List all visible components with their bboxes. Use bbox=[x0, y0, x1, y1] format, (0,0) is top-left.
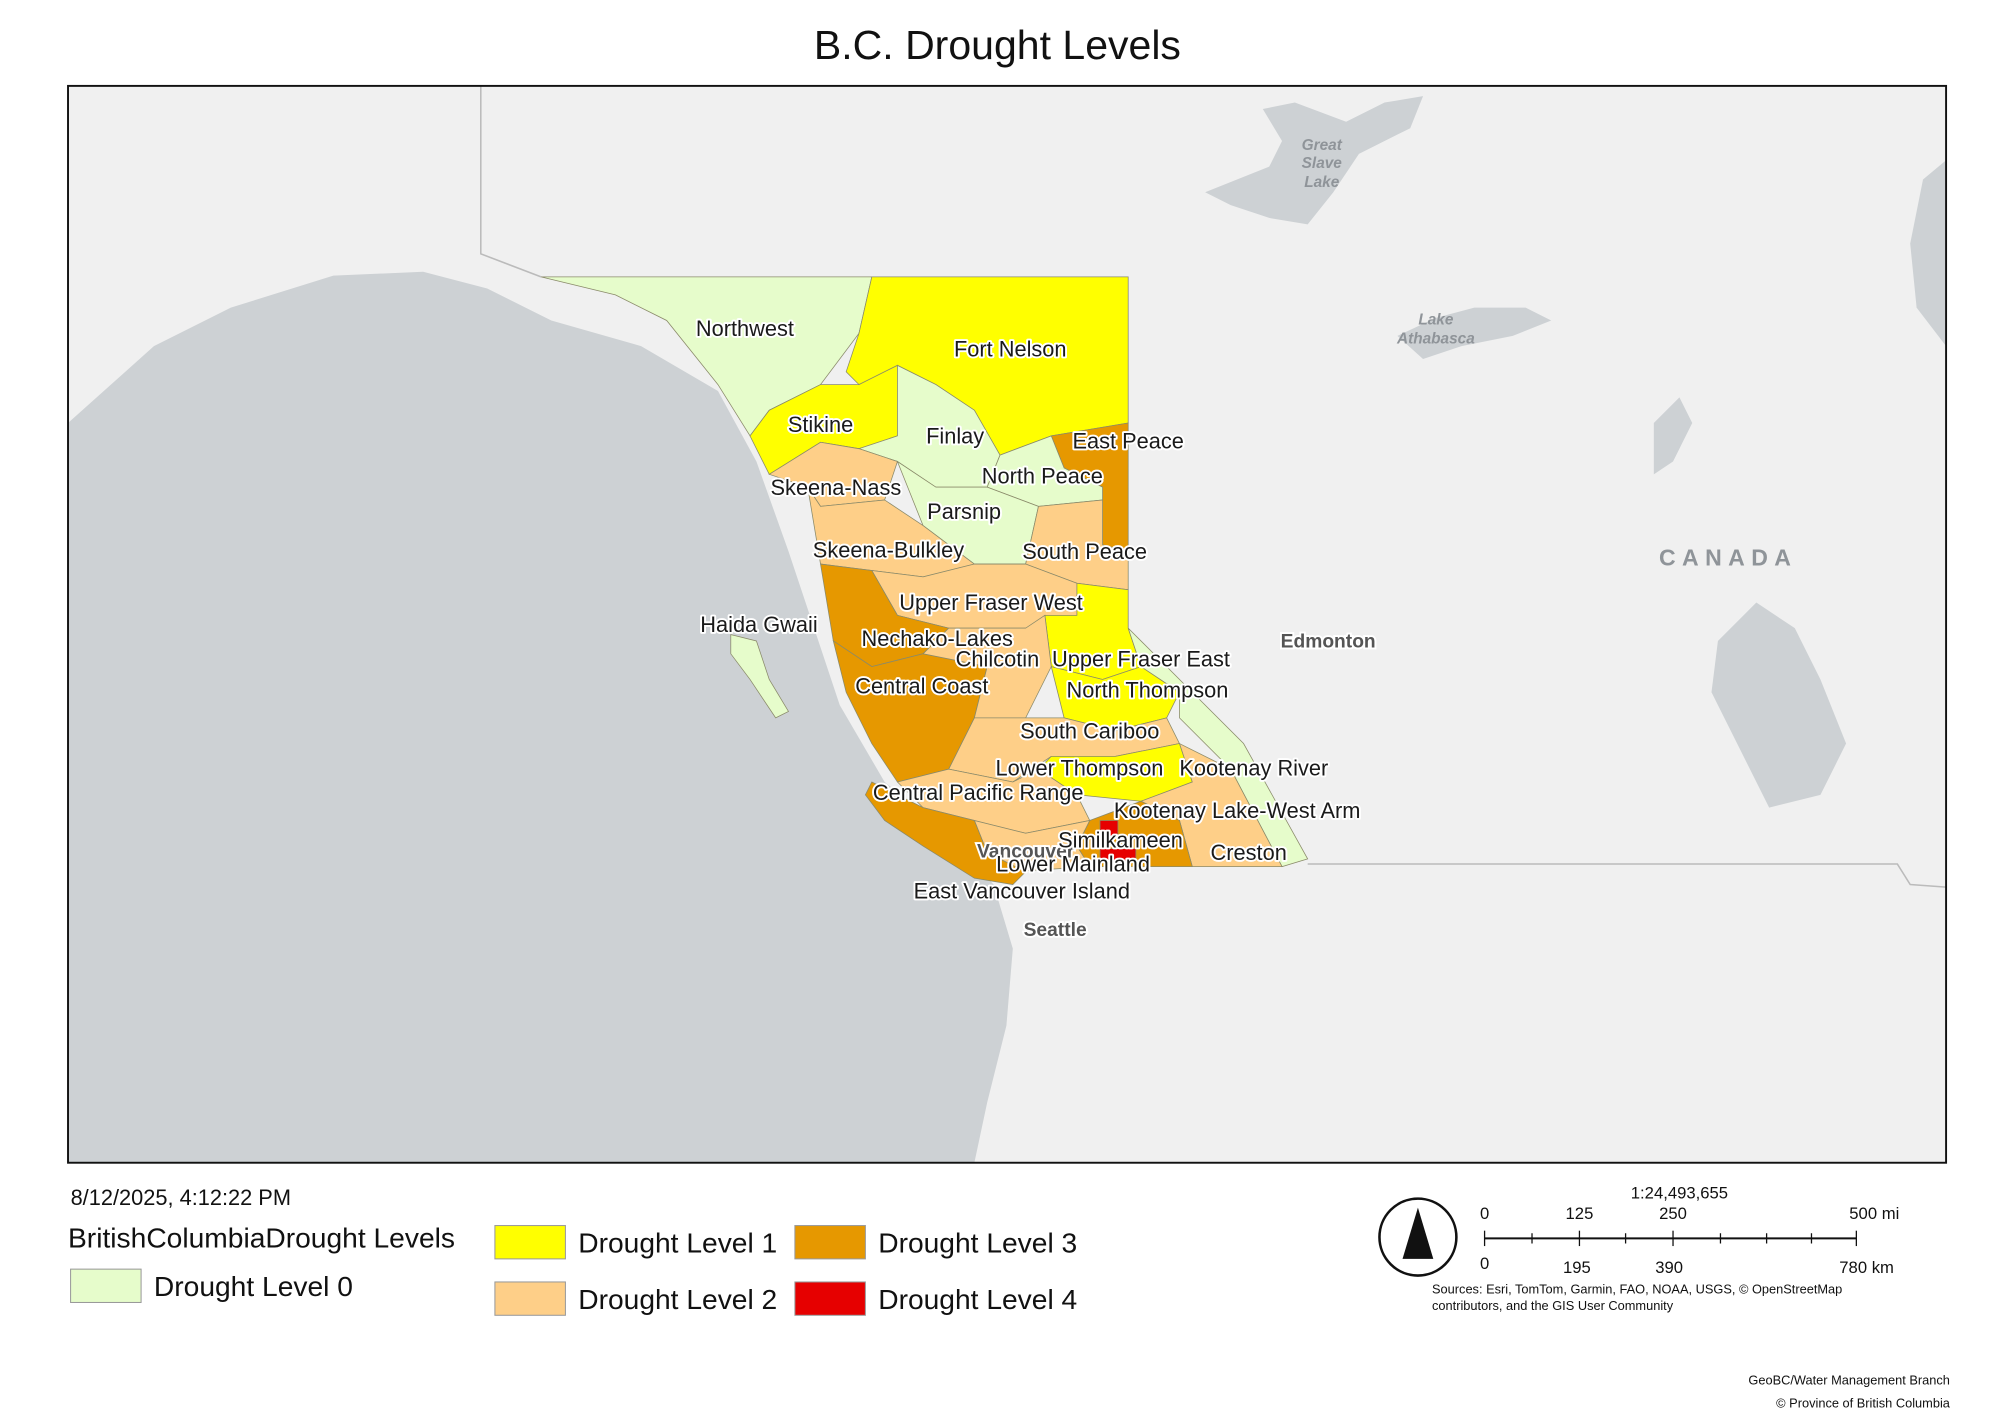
region-label: Haida Gwaii bbox=[700, 612, 817, 637]
city-label: Edmonton bbox=[1281, 631, 1376, 652]
legend-title: BritishColumbiaDrought Levels bbox=[68, 1221, 455, 1253]
legend-swatch bbox=[494, 1225, 566, 1260]
legend-swatch bbox=[794, 1225, 866, 1260]
region-label: Nechako-Lakes bbox=[862, 626, 1013, 651]
region-label: East Peace bbox=[1072, 429, 1183, 454]
region-label: Parsnip bbox=[927, 499, 1001, 524]
lake-label: Lake bbox=[1304, 174, 1339, 191]
region-label: Central Coast bbox=[855, 674, 988, 699]
lake-label: Great bbox=[1302, 137, 1343, 154]
region-label: Kootenay River bbox=[1179, 756, 1328, 781]
drought-regions bbox=[540, 276, 1309, 885]
region-label: Central Pacific Range bbox=[873, 780, 1084, 805]
legend-label: Drought Level 4 bbox=[878, 1283, 1077, 1315]
region-label: Kootenay Lake-West Arm bbox=[1114, 798, 1361, 823]
region-label: Creston bbox=[1211, 840, 1287, 865]
credits: © Province of British Columbia bbox=[1776, 1396, 1951, 1411]
region-label: Northwest bbox=[696, 316, 794, 341]
region-label: Lower Mainland bbox=[996, 852, 1150, 877]
region-area bbox=[1099, 820, 1119, 837]
region-label: Skeena-Bulkley bbox=[813, 538, 964, 563]
legend: BritishColumbiaDrought Levels Drought Le… bbox=[68, 1221, 1077, 1316]
sources: contributors, and the GIS User Community bbox=[1432, 1298, 1674, 1313]
legend-label: Drought Level 0 bbox=[154, 1270, 353, 1302]
basemap-labels: Great Slave Lake Lake Athabasca CANADA E… bbox=[975, 137, 1797, 943]
scale-label: 250 bbox=[1659, 1204, 1687, 1223]
region-label: East Vancouver Island bbox=[914, 879, 1130, 904]
credits: GeoBC/Water Management Branch bbox=[1748, 1373, 1950, 1388]
city-label: Vancouver bbox=[977, 842, 1075, 863]
scale-label: 0 bbox=[1480, 1254, 1489, 1273]
lake-label: Lake bbox=[1418, 311, 1453, 328]
region-area bbox=[864, 781, 1027, 885]
region-label: North Thompson bbox=[1067, 677, 1229, 702]
scale-label: 780 km bbox=[1839, 1258, 1894, 1277]
legend-label: Drought Level 2 bbox=[578, 1283, 777, 1315]
legend-swatch bbox=[794, 1281, 866, 1316]
region-label: Similkameen bbox=[1058, 827, 1183, 852]
region-label: Chilcotin bbox=[956, 647, 1040, 672]
scale-bar: 1:24,493,655 0 125 250 500 mi 0 195 390 … bbox=[1480, 1184, 1899, 1277]
scale-label: 195 bbox=[1563, 1258, 1591, 1277]
city-label: Seattle bbox=[1024, 920, 1087, 941]
scale-label: 0 bbox=[1480, 1204, 1489, 1223]
scale-label: 390 bbox=[1655, 1258, 1683, 1277]
region-label: South Peace bbox=[1022, 539, 1147, 564]
scale-label: 125 bbox=[1566, 1204, 1594, 1223]
region-label: South Cariboo bbox=[1020, 718, 1159, 743]
region-label: Lower Thompson bbox=[996, 756, 1164, 781]
scale-label: 500 mi bbox=[1849, 1204, 1899, 1223]
region-label: North Peace bbox=[982, 463, 1103, 488]
timestamp: 8/12/2025, 4:12:22 PM bbox=[71, 1185, 291, 1210]
region-label: Stikine bbox=[788, 412, 853, 437]
region-label: Upper Fraser East bbox=[1052, 647, 1230, 672]
region-label: Fort Nelson bbox=[954, 336, 1067, 361]
region-area bbox=[730, 634, 790, 719]
region-label: Skeena-Nass bbox=[771, 475, 902, 500]
region-label: Upper Fraser West bbox=[899, 590, 1083, 615]
country-label: CANADA bbox=[1659, 544, 1797, 570]
legend-swatch bbox=[70, 1268, 142, 1303]
region-area bbox=[1099, 848, 1137, 862]
legend-label: Drought Level 3 bbox=[878, 1226, 1077, 1258]
map-title: B.C. Drought Levels bbox=[814, 22, 1181, 68]
legend-label: Drought Level 1 bbox=[578, 1226, 777, 1258]
lake-label: Athabasca bbox=[1396, 331, 1475, 348]
scale-ratio: 1:24,493,655 bbox=[1631, 1184, 1728, 1203]
north-arrow bbox=[1378, 1197, 1458, 1277]
map-frame: Great Slave Lake Lake Athabasca CANADA E… bbox=[67, 84, 1948, 1164]
region-label: Finlay bbox=[926, 424, 984, 449]
sources: Sources: Esri, TomTom, Garmin, FAO, NOAA… bbox=[1432, 1281, 1842, 1296]
region-labels: Northwest Fort Nelson Stikine Finlay Eas… bbox=[694, 314, 1362, 906]
legend-swatch bbox=[494, 1281, 566, 1316]
lake-label: Slave bbox=[1302, 155, 1343, 172]
